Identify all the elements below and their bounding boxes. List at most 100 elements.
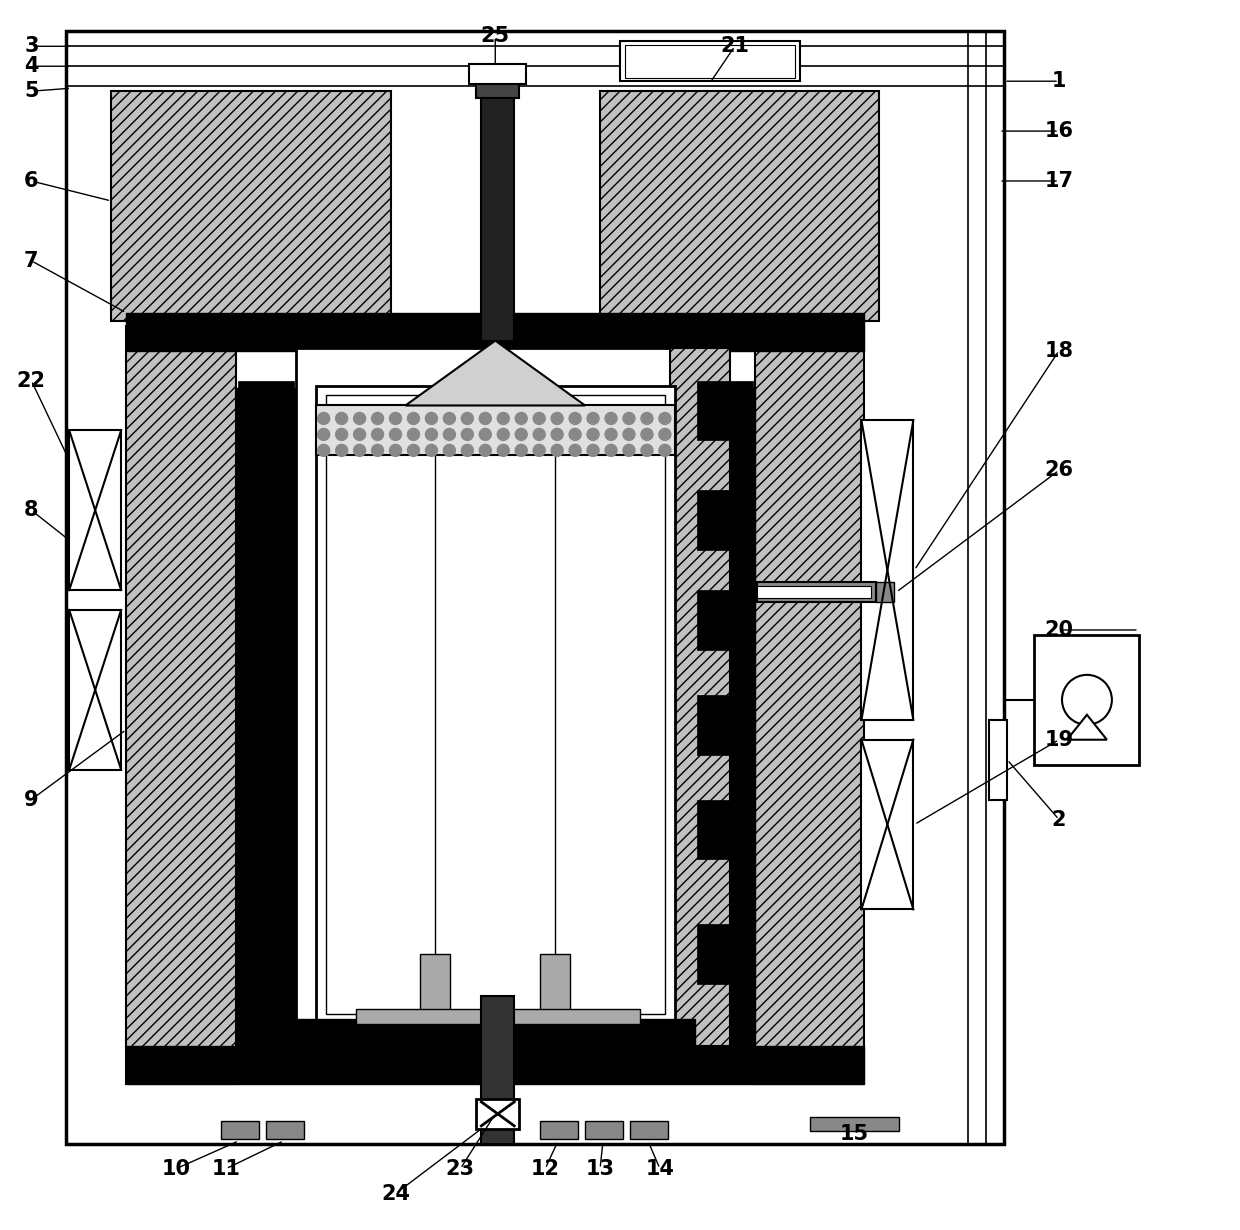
Circle shape xyxy=(425,412,438,424)
Bar xyxy=(126,326,236,1084)
Polygon shape xyxy=(1066,715,1107,739)
Circle shape xyxy=(480,428,491,440)
Circle shape xyxy=(551,428,563,440)
Bar xyxy=(625,46,795,79)
Circle shape xyxy=(641,444,653,456)
Bar xyxy=(697,695,753,755)
Bar xyxy=(756,582,877,601)
Bar xyxy=(295,348,694,1046)
Bar xyxy=(600,91,879,321)
Text: 7: 7 xyxy=(24,251,38,271)
Bar xyxy=(316,385,675,1025)
Circle shape xyxy=(336,428,347,440)
Text: 13: 13 xyxy=(585,1159,615,1178)
Text: 22: 22 xyxy=(17,370,46,391)
Circle shape xyxy=(658,428,671,440)
Circle shape xyxy=(444,412,455,424)
Bar xyxy=(697,800,753,860)
Polygon shape xyxy=(405,341,585,406)
Circle shape xyxy=(461,412,474,424)
Text: 21: 21 xyxy=(720,37,749,57)
Bar xyxy=(238,590,294,649)
Circle shape xyxy=(1061,675,1112,724)
Circle shape xyxy=(480,412,491,424)
Bar xyxy=(69,430,122,590)
Circle shape xyxy=(641,428,653,440)
Bar xyxy=(877,582,894,601)
Circle shape xyxy=(425,428,438,440)
Circle shape xyxy=(605,412,618,424)
Circle shape xyxy=(516,428,527,440)
Text: 17: 17 xyxy=(1044,171,1074,191)
Bar xyxy=(697,590,753,649)
Bar xyxy=(470,64,526,84)
Bar xyxy=(69,610,122,770)
Circle shape xyxy=(372,412,383,424)
Circle shape xyxy=(516,444,527,456)
Text: 25: 25 xyxy=(481,26,510,47)
Text: 26: 26 xyxy=(1044,460,1074,481)
Text: 14: 14 xyxy=(645,1159,675,1178)
Bar xyxy=(990,720,1007,800)
Bar xyxy=(126,312,864,351)
Circle shape xyxy=(587,444,599,456)
Bar xyxy=(238,924,294,984)
Circle shape xyxy=(516,412,527,424)
Circle shape xyxy=(353,412,366,424)
Circle shape xyxy=(408,444,419,456)
Bar xyxy=(697,924,753,984)
Bar xyxy=(585,1121,622,1139)
Bar xyxy=(541,954,570,1014)
Text: 10: 10 xyxy=(161,1159,191,1178)
Circle shape xyxy=(444,444,455,456)
Circle shape xyxy=(389,428,402,440)
Circle shape xyxy=(622,428,635,440)
Bar xyxy=(694,387,755,1046)
Bar xyxy=(755,326,864,1084)
Bar xyxy=(126,1046,864,1084)
Bar xyxy=(630,1121,668,1139)
Bar xyxy=(476,1098,520,1129)
Bar xyxy=(420,954,450,1014)
Bar xyxy=(476,80,520,98)
Text: 1: 1 xyxy=(1052,71,1066,91)
Bar xyxy=(1034,635,1138,765)
Circle shape xyxy=(372,444,383,456)
Text: 24: 24 xyxy=(381,1183,410,1204)
Circle shape xyxy=(658,412,671,424)
Circle shape xyxy=(497,428,510,440)
Circle shape xyxy=(533,412,546,424)
Circle shape xyxy=(317,412,330,424)
Bar xyxy=(697,491,753,550)
Circle shape xyxy=(372,428,383,440)
Text: 20: 20 xyxy=(1044,620,1074,640)
Bar xyxy=(221,1121,259,1139)
Circle shape xyxy=(551,412,563,424)
Bar xyxy=(238,800,294,860)
Bar xyxy=(810,1117,899,1130)
Circle shape xyxy=(336,412,347,424)
Circle shape xyxy=(389,444,402,456)
Text: 19: 19 xyxy=(1044,729,1074,750)
Bar xyxy=(541,1121,578,1139)
Bar xyxy=(670,348,730,1046)
Circle shape xyxy=(389,412,402,424)
Bar xyxy=(265,1121,304,1139)
Circle shape xyxy=(587,428,599,440)
Circle shape xyxy=(480,444,491,456)
Bar xyxy=(326,396,665,1014)
Circle shape xyxy=(641,412,653,424)
Bar xyxy=(862,421,914,720)
Text: 23: 23 xyxy=(446,1159,475,1178)
Bar xyxy=(481,996,515,1144)
Circle shape xyxy=(425,444,438,456)
Circle shape xyxy=(587,412,599,424)
Bar xyxy=(481,91,515,341)
Text: 8: 8 xyxy=(24,501,38,520)
Circle shape xyxy=(533,428,546,440)
Circle shape xyxy=(461,428,474,440)
Bar xyxy=(620,42,800,81)
Circle shape xyxy=(569,428,582,440)
Bar xyxy=(238,380,294,440)
Circle shape xyxy=(497,412,510,424)
